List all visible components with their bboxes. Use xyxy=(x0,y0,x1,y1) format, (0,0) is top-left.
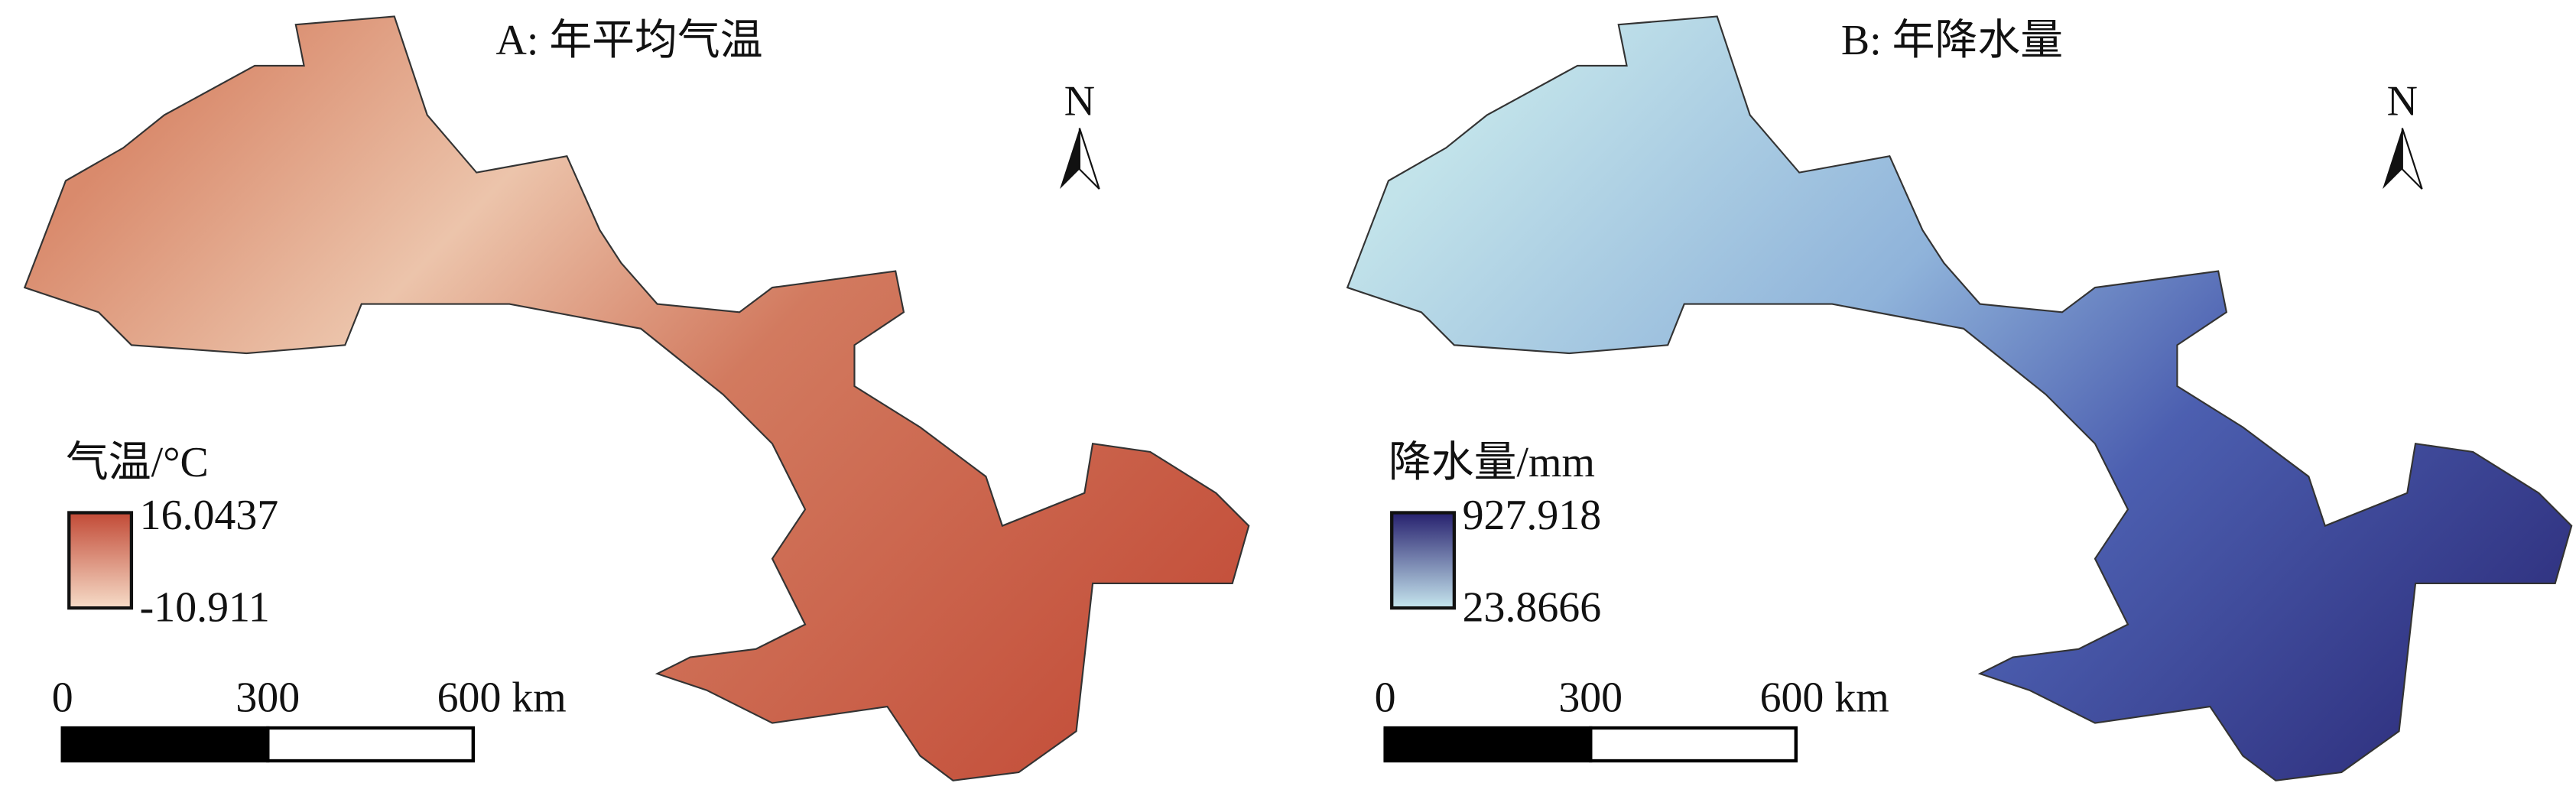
legend-max: 16.0437 xyxy=(140,492,279,539)
scale-label: 0 xyxy=(52,674,73,722)
legend-min: 23.8666 xyxy=(1463,583,1602,631)
scale-bar: 0 300 600 km xyxy=(1375,674,1889,763)
scale-segment xyxy=(1589,726,1798,763)
north-arrow xyxy=(1060,128,1080,190)
legend-min: -10.911 xyxy=(140,583,270,631)
scale-label: 600 km xyxy=(1760,674,1889,722)
scale-segment xyxy=(266,726,476,763)
north-label: N xyxy=(1064,77,1095,125)
scale-segment xyxy=(1383,726,1593,763)
scale-label: 0 xyxy=(1375,674,1396,722)
legend-title: 气温/°C xyxy=(66,439,209,486)
scale-label: 600 km xyxy=(437,674,567,722)
panel-title: B: 年降水量 xyxy=(1841,17,2063,64)
panel-a: A: 年平均气温 N 气温/°C 16.0437 -10.911 0 300 600… xyxy=(24,15,1250,781)
legend-ramp xyxy=(67,511,134,610)
north-label: N xyxy=(2387,77,2418,125)
legend-max: 927.918 xyxy=(1463,492,1602,539)
panel-b: B: 年降水量 N 降水量/mm 927.918 23.8666 0 300 600… xyxy=(1346,15,2573,781)
scale-bar: 0 300 600 km xyxy=(52,674,567,763)
panel-title: A: 年平均气温 xyxy=(496,17,763,64)
legend-title: 降水量/mm xyxy=(1389,439,1595,486)
map-region xyxy=(1346,15,2573,781)
legend-ramp xyxy=(1390,511,1457,610)
scale-label: 300 xyxy=(1558,674,1623,722)
map-region xyxy=(24,15,1250,781)
north-arrow xyxy=(2383,128,2402,190)
north-arrow xyxy=(1078,128,1100,190)
north-arrow xyxy=(2401,128,2423,190)
scale-label: 300 xyxy=(236,674,300,722)
scale-segment xyxy=(60,726,270,763)
